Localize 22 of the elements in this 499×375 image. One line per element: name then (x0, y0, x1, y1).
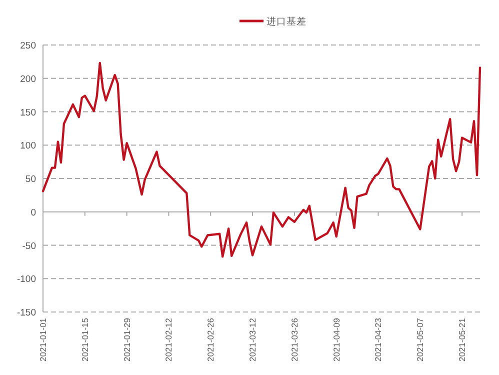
x-tick-label: 2021-03-26 (289, 318, 300, 362)
x-tick-label: 2021-02-26 (206, 318, 216, 362)
x-tick-label: 2021-01-15 (80, 318, 90, 362)
y-tick-label: 250 (20, 40, 36, 52)
line-series (42, 62, 482, 258)
x-tick-label: 2021-02-12 (164, 318, 174, 362)
x-tick-label: 2021-01-01 (38, 318, 48, 362)
x-tick-label: 2021-04-23 (373, 318, 384, 362)
y-tick-label: -100 (16, 274, 36, 286)
legend-label: 进口基差 (266, 16, 306, 28)
y-tick-label: 50 (25, 174, 36, 185)
y-tick-label: 0 (30, 207, 36, 218)
x-tick-label: 2021-05-07 (415, 318, 426, 362)
y-tick-label: -150 (16, 308, 36, 318)
x-tick-label: 2021-04-09 (331, 318, 342, 362)
y-tick-label: 200 (20, 74, 36, 85)
x-tick-label: 2021-01-29 (122, 318, 132, 362)
y-tick-label: 100 (20, 140, 36, 152)
y-tick-label: -50 (22, 240, 36, 252)
x-tick-label: 2021-03-12 (248, 318, 258, 362)
x-tick-label: 2021-05-21 (457, 318, 468, 362)
y-tick-label: 150 (20, 107, 36, 118)
